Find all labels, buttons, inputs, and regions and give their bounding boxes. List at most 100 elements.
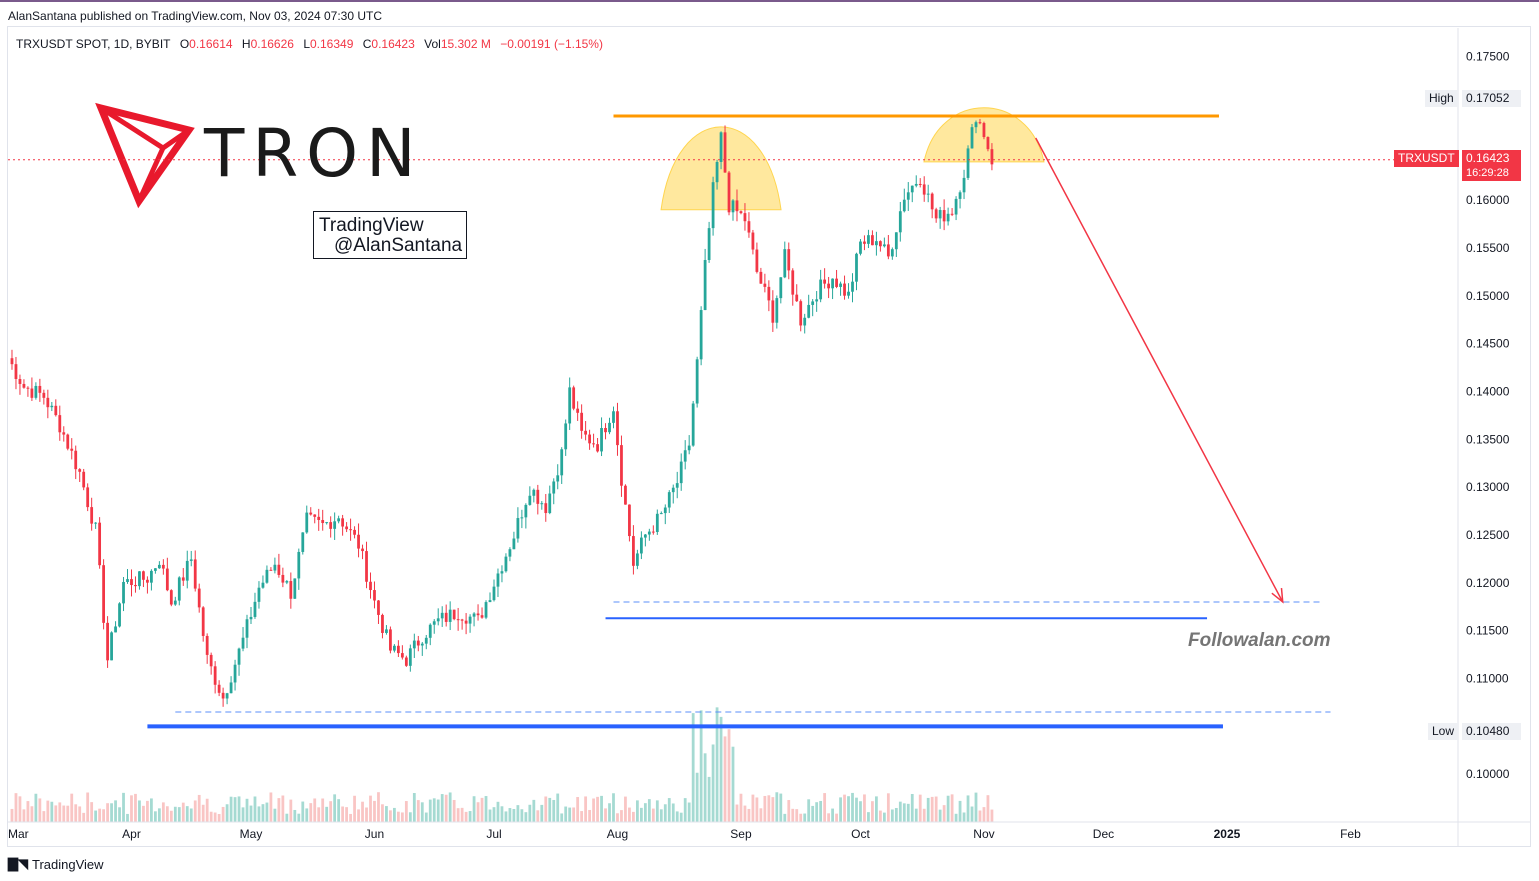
volume-bar — [811, 805, 815, 822]
candle-body — [62, 432, 66, 435]
volume-bar — [807, 799, 811, 822]
volume-bar — [50, 801, 54, 822]
volume-bar — [464, 811, 468, 822]
candle-body — [146, 579, 149, 583]
volume-bar — [281, 795, 285, 822]
volume-bar — [548, 797, 552, 822]
volume-bar — [628, 807, 631, 822]
candle-body — [142, 571, 145, 580]
y-tick-label: 0.14500 — [1466, 337, 1510, 351]
volume-bar — [882, 812, 886, 822]
footer-brand[interactable]: ▇◥ TradingView — [8, 856, 104, 872]
candle-body — [237, 648, 241, 665]
symbol-label[interactable]: TRXUSDT SPOT, 1D, BYBIT — [16, 37, 171, 51]
volume-bar — [667, 798, 671, 822]
candle-body — [966, 148, 970, 178]
candle-body — [110, 632, 113, 661]
volume-bar — [922, 808, 926, 822]
volume-bar — [556, 793, 560, 822]
candle-body — [420, 643, 424, 646]
volume-bar — [600, 795, 603, 822]
candle-body — [285, 581, 289, 583]
candle-body — [249, 616, 253, 620]
candle-body — [831, 278, 834, 289]
volume-bar — [572, 807, 576, 822]
candle-body — [34, 385, 38, 398]
volume-bar — [727, 729, 731, 822]
candle-body — [628, 504, 631, 537]
volume-bar — [393, 807, 396, 822]
candle-body — [759, 271, 763, 284]
volume-bar — [22, 809, 26, 822]
candle-body — [934, 209, 938, 219]
volume-bar — [636, 800, 639, 822]
candle-body — [94, 522, 98, 524]
candle-body — [787, 249, 791, 271]
candle-body — [703, 260, 707, 311]
arrow-head — [1271, 587, 1284, 604]
volume-bar — [432, 798, 436, 822]
volume-bar — [26, 801, 30, 822]
y-tick-label: 0.14000 — [1466, 385, 1510, 399]
volume-bar — [341, 806, 345, 822]
candle-body — [536, 489, 540, 504]
candle-body — [78, 469, 82, 472]
volume-bar — [130, 795, 133, 822]
candle-body — [281, 574, 285, 583]
volume-bar — [847, 796, 850, 822]
candle-body — [333, 521, 337, 529]
candle-body — [751, 232, 755, 250]
volume-bar — [982, 807, 986, 822]
candle-body — [169, 590, 173, 605]
candle-body — [636, 553, 639, 566]
x-tick-label: Dec — [1093, 827, 1114, 841]
candle-body — [811, 301, 815, 305]
candle-body — [580, 412, 584, 431]
volume-bar — [313, 798, 317, 822]
candle-body — [313, 514, 317, 517]
candle-body — [381, 614, 384, 633]
volume-bar — [608, 803, 611, 822]
chart-frame[interactable] — [7, 26, 1531, 847]
candle-body — [74, 450, 78, 470]
candle-body — [520, 517, 524, 519]
candle-body — [452, 609, 456, 620]
candle-body — [902, 199, 906, 212]
volume-bar — [297, 813, 301, 822]
volume-bar — [373, 800, 376, 822]
y-tick-label: 0.15000 — [1466, 289, 1510, 303]
candle-body — [839, 283, 842, 287]
volume-bar — [695, 772, 699, 822]
volume-bar — [616, 813, 619, 822]
annotation-lines — [8, 114, 1458, 729]
tradingview-logo-icon: ▇◥ — [8, 856, 28, 871]
candle-body — [556, 475, 560, 482]
candle-body — [847, 291, 850, 296]
volume-bar — [150, 798, 153, 822]
volume-bar — [878, 810, 882, 822]
candle-body — [329, 522, 333, 529]
x-tick-label: Mar — [8, 827, 29, 841]
candle-body — [30, 388, 34, 398]
candle-body — [715, 161, 719, 183]
candle-body — [412, 640, 416, 649]
volume-bar — [755, 797, 759, 822]
candle-body — [890, 249, 894, 257]
volume-bar — [974, 792, 978, 822]
candle-body — [974, 122, 978, 128]
volume-bar — [70, 793, 74, 822]
candle-body — [233, 664, 237, 683]
candle-body — [568, 387, 572, 424]
close-value: 0.16423 — [371, 37, 415, 51]
volume-bar — [365, 807, 368, 822]
volume-bar — [197, 794, 201, 822]
volume-bar — [639, 807, 643, 822]
candle-body — [385, 629, 388, 633]
candle-body — [408, 648, 412, 666]
volume-bar — [181, 802, 185, 822]
candle-body — [632, 536, 635, 566]
volume-bar — [707, 776, 711, 822]
candle-body — [229, 682, 233, 694]
y-tick-label: 0.11500 — [1466, 624, 1509, 638]
